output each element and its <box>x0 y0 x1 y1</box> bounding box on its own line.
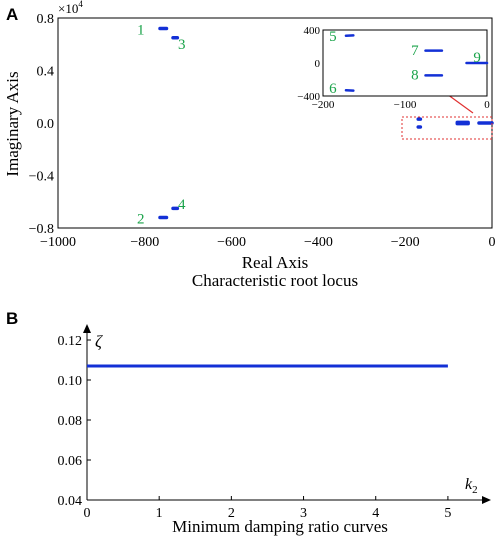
root-label: 3 <box>178 37 186 53</box>
root-label: 1 <box>137 23 145 39</box>
y-multiplier: ×104 <box>58 0 83 16</box>
y-tick-label-b: 0.04 <box>58 494 83 509</box>
root-labels: 1 2 3 4 <box>137 23 186 228</box>
y-tick-label-b: 0.10 <box>58 374 83 389</box>
x-tick-label-b: 1 <box>156 506 163 521</box>
inset-frame <box>322 29 488 97</box>
x-tick-labels-a: −1000 −800 −600 −400 −200 0 <box>40 235 495 250</box>
panel-b-letter: B <box>6 309 18 328</box>
y-axis-title-a: Imaginary Axis <box>3 71 22 176</box>
y-tick-label-a: 0.8 <box>37 12 55 27</box>
y-tick-label-b: 0.12 <box>58 334 83 349</box>
inset-x-tick-label: −200 <box>312 99 335 111</box>
x-axis-title-a: Real Axis <box>242 253 309 272</box>
y-tick-label-a: −0.8 <box>29 222 54 237</box>
inset-root-markers <box>344 34 489 92</box>
inset-root-labels: 5 6 7 8 9 <box>329 29 481 97</box>
inset-x-tick-labels: −200 −100 0 <box>312 99 491 111</box>
x-tick-labels-b: 0 1 2 3 4 5 <box>84 496 451 521</box>
inset-y-tick-label: 0 <box>315 58 321 70</box>
x-tick-label-a: 0 <box>489 235 496 250</box>
x-tick-label-a: −1000 <box>40 235 76 250</box>
y-tick-label-a: −0.4 <box>29 170 54 185</box>
inset-root-label: 5 <box>329 29 337 45</box>
inset-y-tick-labels: 400 0 −400 <box>297 25 320 103</box>
x-tick-label-b: 2 <box>228 506 235 521</box>
x-tick-label-b: 3 <box>300 506 307 521</box>
x-tick-label-a: −800 <box>130 235 159 250</box>
caption-a: Characteristic root locus <box>192 271 358 290</box>
zoom-region-box <box>401 116 493 140</box>
inset-root-label: 8 <box>411 68 419 84</box>
caption-b: Minimum damping ratio curves <box>172 517 388 536</box>
y-axis-title-b: ζ <box>95 332 103 351</box>
x-tick-label-b: 4 <box>372 506 379 521</box>
y-tick-label-b: 0.06 <box>58 454 83 469</box>
x-axis-arrow-b <box>482 496 491 504</box>
y-tick-label-a: 0.4 <box>37 65 55 80</box>
x-tick-label-a: −200 <box>391 235 420 250</box>
x-tick-label-b: 0 <box>84 506 91 521</box>
y-tick-labels-a: 0.8 0.4 0.0 −0.4 −0.8 <box>29 12 54 237</box>
inset-plot: −200 −100 0 400 0 −400 5 6 7 8 9 <box>297 25 490 111</box>
inset-y-tick-label: −400 <box>297 91 320 103</box>
y-tick-label-a: 0.0 <box>37 117 55 132</box>
inset-x-tick-label: −100 <box>394 99 417 111</box>
inset-root-label: 6 <box>329 81 337 97</box>
x-tick-label-a: −400 <box>304 235 333 250</box>
x-tick-label-b: 5 <box>444 506 451 521</box>
panel-a-letter: A <box>6 5 18 24</box>
root-label: 2 <box>137 212 145 228</box>
x-tick-label-a: −600 <box>217 235 246 250</box>
inset-x-tick-label: 0 <box>484 99 490 111</box>
inset-y-tick-label: 400 <box>304 25 321 37</box>
y-axis-arrow-b <box>83 324 91 333</box>
inset-root-label: 9 <box>473 50 481 66</box>
panel-b: B 0 1 2 3 4 5 0.12 0.10 0.08 0.06 0.04 ζ k2 Minim… <box>6 309 491 536</box>
root-label: 4 <box>178 197 186 213</box>
y-tick-labels-b: 0.12 0.10 0.08 0.06 0.04 <box>58 334 91 509</box>
inset-root-label: 7 <box>411 43 419 59</box>
y-tick-label-b: 0.08 <box>58 414 83 429</box>
panel-a: A ×104 −1000 −800 −600 −400 −200 0 0.80.40.0−… <box>3 0 496 290</box>
root-markers <box>158 26 494 220</box>
x-axis-title-b: k2 <box>465 476 478 496</box>
